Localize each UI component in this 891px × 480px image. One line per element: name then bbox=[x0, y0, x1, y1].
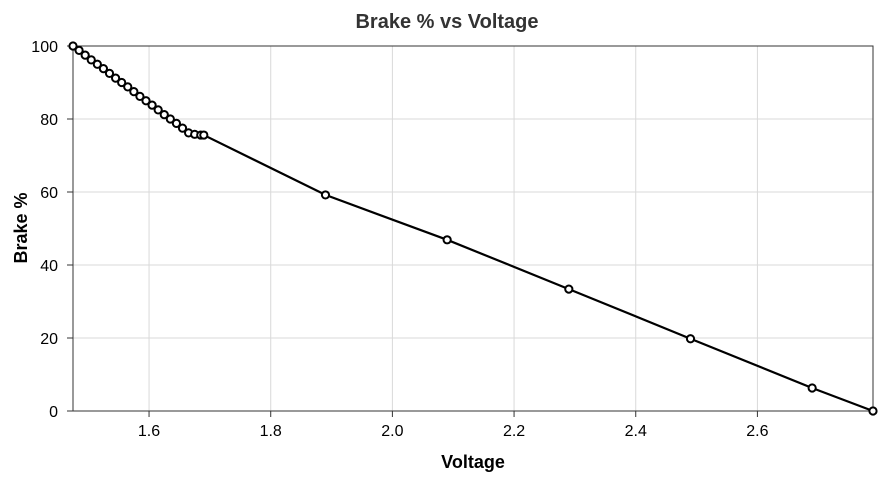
x-tick-label: 2.2 bbox=[503, 423, 525, 440]
plot-area-frame bbox=[72, 45, 874, 412]
series-layer bbox=[68, 41, 878, 416]
data-point bbox=[165, 114, 175, 124]
data-point bbox=[86, 55, 96, 65]
data-point bbox=[135, 91, 145, 101]
data-point bbox=[320, 190, 331, 200]
data-point bbox=[147, 100, 157, 110]
x-tick-label: 1.8 bbox=[260, 423, 282, 440]
data-point bbox=[68, 41, 78, 51]
data-point bbox=[92, 59, 102, 69]
data-point bbox=[807, 383, 817, 393]
x-tick-label: 2.6 bbox=[746, 423, 768, 440]
x-tick-label: 2.0 bbox=[381, 423, 403, 440]
x-tick-label: 2.4 bbox=[625, 423, 647, 440]
data-point bbox=[171, 118, 182, 128]
y-tick-label: 100 bbox=[31, 39, 58, 56]
series-line bbox=[72, 45, 874, 413]
data-point bbox=[110, 73, 121, 83]
data-point bbox=[98, 64, 109, 74]
data-point bbox=[74, 45, 84, 55]
y-tick-label: 60 bbox=[40, 185, 58, 202]
x-axis-label: Voltage bbox=[441, 452, 505, 472]
data-point bbox=[141, 96, 151, 106]
data-point bbox=[117, 77, 127, 88]
data-point bbox=[104, 68, 115, 78]
data-point bbox=[685, 334, 696, 344]
data-point bbox=[159, 110, 169, 120]
y-tick-label: 80 bbox=[40, 112, 58, 129]
grid bbox=[73, 45, 873, 412]
data-point bbox=[153, 105, 163, 115]
y-tick-label: 0 bbox=[49, 404, 58, 421]
data-point bbox=[129, 87, 139, 97]
data-point bbox=[564, 284, 574, 294]
data-point bbox=[80, 50, 90, 60]
data-point bbox=[868, 406, 878, 416]
y-tick-label: 40 bbox=[40, 258, 58, 275]
data-point bbox=[123, 82, 133, 92]
data-point bbox=[442, 235, 452, 245]
y-tick-label: 20 bbox=[40, 331, 58, 348]
x-tick-label: 1.6 bbox=[138, 423, 160, 440]
data-point bbox=[177, 123, 188, 133]
chart-title: Brake % vs Voltage bbox=[355, 11, 538, 33]
axis-ticks: 1.6 1.8 2.0 2.2 2.4 2.6 0 20 40 60 80 100 bbox=[31, 39, 768, 440]
y-axis-label: Brake % bbox=[11, 192, 31, 263]
data-point bbox=[199, 130, 209, 140]
